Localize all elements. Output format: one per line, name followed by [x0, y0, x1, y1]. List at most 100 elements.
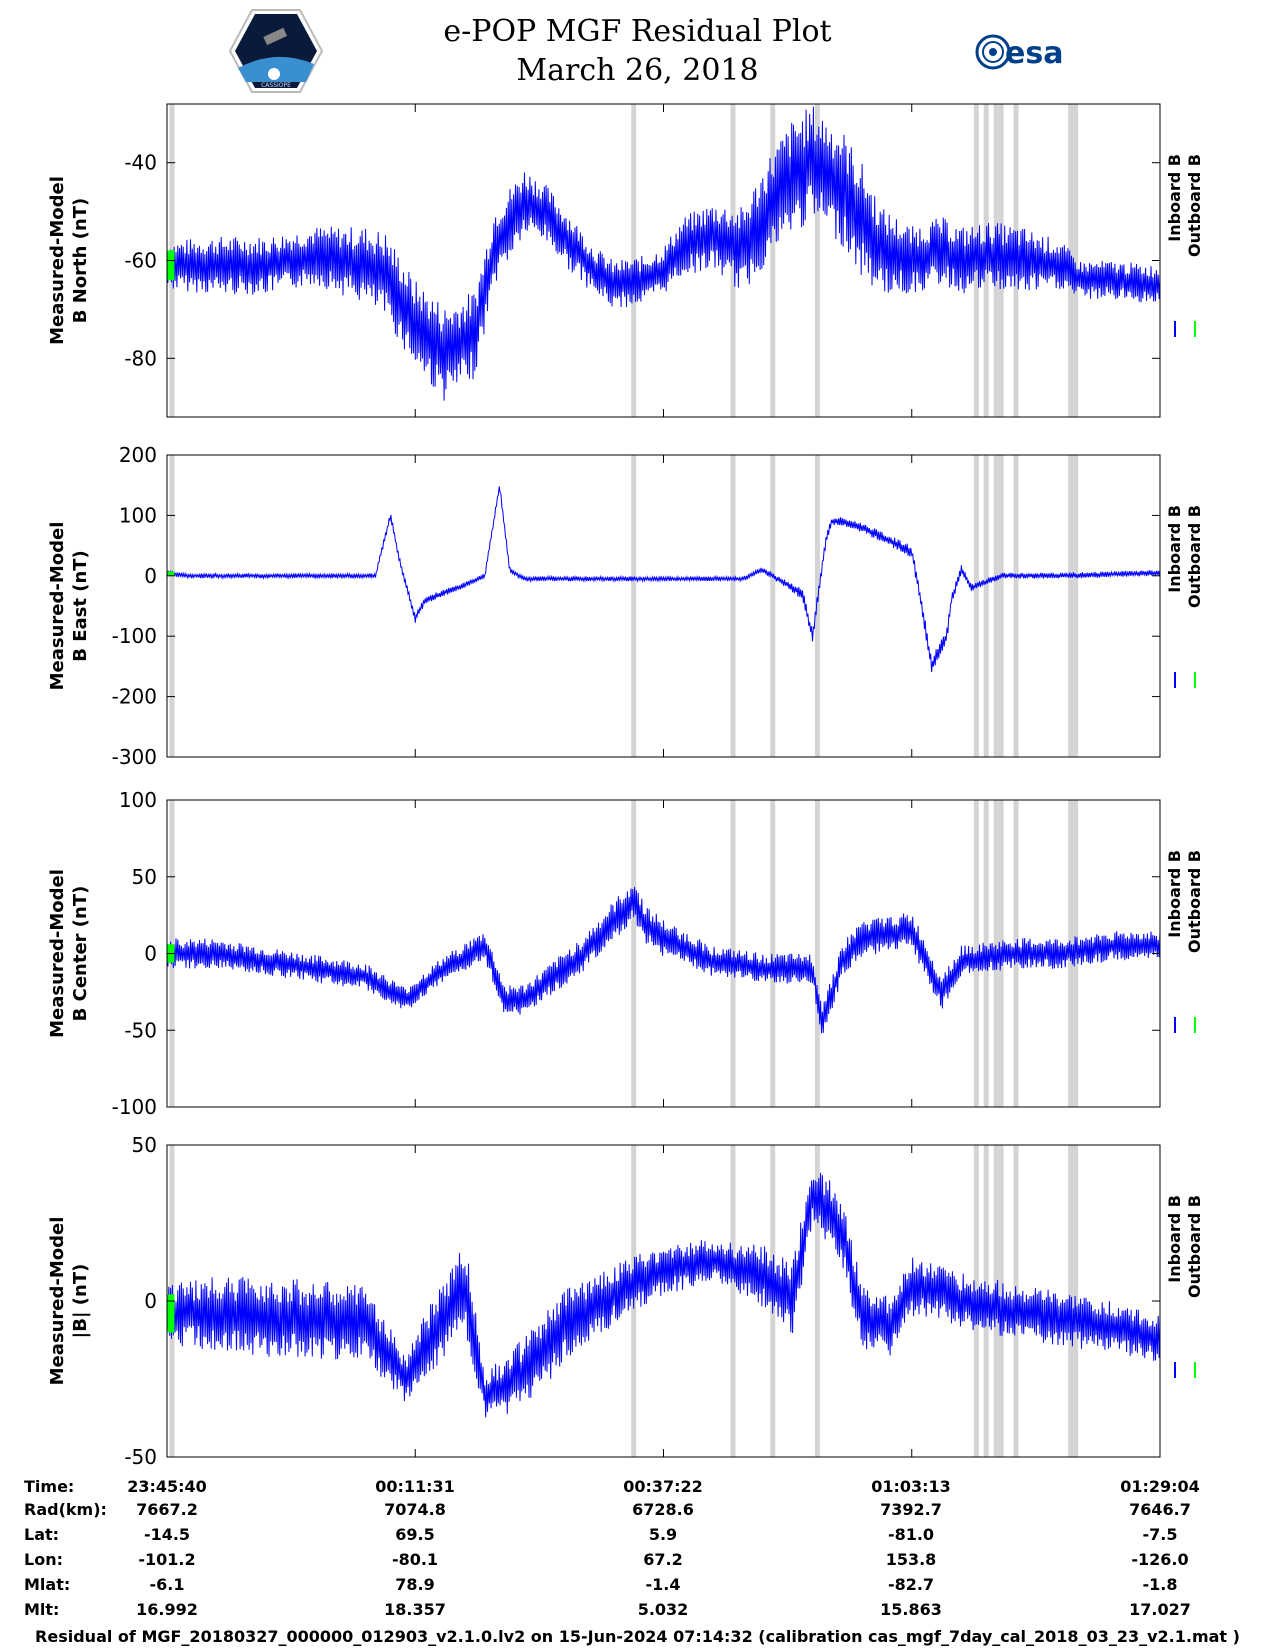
footer-caption: Residual of MGF_20180327_000000_012903_v…: [35, 1627, 1240, 1646]
y-axis-label: B North (nT): [70, 198, 91, 324]
data-gap-bar: [998, 455, 1004, 757]
data-gap-bar: [998, 104, 1004, 417]
y-axis-label: Measured-Model: [47, 176, 68, 345]
table-cell: -7.5: [1142, 1525, 1178, 1544]
y-tick-label: 0: [144, 1289, 157, 1313]
data-gap-bar: [814, 104, 820, 417]
table-cell: -14.5: [143, 1525, 191, 1544]
legend-label: Outboard B: [1185, 154, 1204, 257]
table-cell: 5.032: [637, 1600, 689, 1619]
page-title: e-POP MGF Residual Plot: [443, 14, 832, 49]
data-gap-bar: [730, 455, 736, 757]
data-gap-bar: [730, 800, 736, 1107]
data-gap-bar: [730, 1145, 736, 1457]
table-cell: 01:29:04: [1120, 1477, 1200, 1496]
table-cell: 69.5: [395, 1525, 435, 1544]
y-tick-label: -80: [124, 346, 157, 370]
series-inboard-b: [166, 106, 1161, 401]
table-row-label: Rad(km):: [24, 1500, 107, 1519]
y-tick-label: 0: [144, 564, 157, 588]
y-axis-label: Measured-Model: [47, 869, 68, 1038]
table-cell: 67.2: [643, 1550, 683, 1569]
y-tick-label: -100: [112, 1095, 157, 1119]
data-gap-bar: [814, 1145, 820, 1457]
data-gap-bar: [1068, 455, 1074, 757]
data-gap-bar: [730, 104, 736, 417]
y-tick-label: 0: [144, 942, 157, 966]
table-cell: 7392.7: [880, 1500, 942, 1519]
table-cell: 17.027: [1129, 1600, 1191, 1619]
table-cell: 7667.2: [136, 1500, 198, 1519]
series-inboard-b: [166, 886, 1161, 1034]
y-axis-label: Measured-Model: [47, 522, 68, 691]
panel-1: -40 -60 -80 Measured-Model B North (nT) Inboa…: [47, 103, 1204, 418]
y-tick-label: 100: [119, 788, 157, 812]
table-cell: -126.0: [1131, 1550, 1189, 1569]
table-cell: -6.1: [149, 1575, 185, 1594]
data-gap-bar: [983, 455, 989, 757]
data-gap-bar: [1073, 455, 1079, 757]
data-gap-bar: [770, 455, 776, 757]
legend-label: Inboard B: [1165, 154, 1184, 242]
table-cell: 00:11:31: [375, 1477, 455, 1496]
series-inboard-b: [166, 1172, 1161, 1418]
data-gap-bar: [770, 800, 776, 1107]
table-row-label: Lat:: [24, 1525, 60, 1544]
legend-label: Outboard B: [1185, 1195, 1204, 1298]
y-tick-label: -50: [124, 1018, 157, 1042]
table-cell: -80.1: [391, 1550, 439, 1569]
table-cell: -81.0: [887, 1525, 935, 1544]
panel-2: 200 100 0 -100 -200 -300 Measured-Model B East …: [47, 443, 1204, 769]
table-cell: 7074.8: [384, 1500, 446, 1519]
table-cell: 16.992: [136, 1600, 198, 1619]
y-axis-label: Measured-Model: [47, 1217, 68, 1386]
table-row-label: Time:: [24, 1477, 75, 1496]
data-gap-bar: [631, 104, 637, 417]
data-gap-bar: [631, 455, 637, 757]
y-axis-label: B East (nT): [70, 550, 91, 662]
y-tick-label: -300: [112, 745, 157, 769]
y-tick-label: 50: [132, 865, 157, 889]
series-outboard-b: [167, 944, 175, 963]
panel-3: 100 50 0 -50 -100 Measured-Model B Center (nT)…: [47, 788, 1204, 1119]
table-cell: 5.9: [648, 1525, 678, 1544]
data-gap-bar: [1073, 104, 1079, 417]
table-cell: -101.2: [138, 1550, 196, 1569]
data-gap-bar: [169, 455, 175, 757]
y-tick-label: 50: [132, 1133, 157, 1157]
table-cell: 01:03:13: [871, 1477, 951, 1496]
legend-label: Outboard B: [1185, 850, 1204, 953]
y-tick-label: 100: [119, 503, 157, 527]
table-cell: 18.357: [384, 1600, 446, 1619]
table-cell: 15.863: [880, 1600, 942, 1619]
page-date: March 26, 2018: [516, 53, 759, 88]
data-gap-bar: [1068, 104, 1074, 417]
table-cell: 00:37:22: [623, 1477, 703, 1496]
legend-label: Inboard B: [1165, 850, 1184, 938]
table-cell: 153.8: [885, 1550, 937, 1569]
series-outboard-b: [167, 250, 175, 281]
plot-frame: [166, 454, 1161, 758]
legend-label: Inboard B: [1165, 505, 1184, 593]
y-tick-label: -40: [124, 151, 157, 175]
esa-logo: esa: [975, 34, 1063, 71]
table-cell: -1.8: [1142, 1575, 1178, 1594]
y-axis-label: |B| (nT): [70, 1264, 91, 1339]
data-gap-bar: [1068, 1145, 1074, 1457]
y-tick-label: -60: [124, 249, 157, 273]
table-cell: 6728.6: [632, 1500, 694, 1519]
data-gap-bar: [814, 800, 820, 1107]
table-cell: -82.7: [887, 1575, 935, 1594]
plot-frame: [166, 799, 1161, 1108]
table-cell: -1.4: [645, 1575, 681, 1594]
y-axis-label: B Center (nT): [70, 886, 91, 1022]
panel-4: 50 0 -50 Measured-Model |B| (nT) Inboard B Out…: [47, 1133, 1204, 1469]
series-outboard-b: [167, 1294, 175, 1333]
table-cell: 23:45:40: [127, 1477, 207, 1496]
svg-text:esa: esa: [1005, 36, 1063, 71]
svg-text:CASSIOPE: CASSIOPE: [261, 82, 291, 89]
table-row-label: Mlat:: [24, 1575, 71, 1594]
series-inboard-b: [166, 486, 1161, 673]
data-gap-bar: [1013, 455, 1019, 757]
y-tick-label: -100: [112, 624, 157, 648]
